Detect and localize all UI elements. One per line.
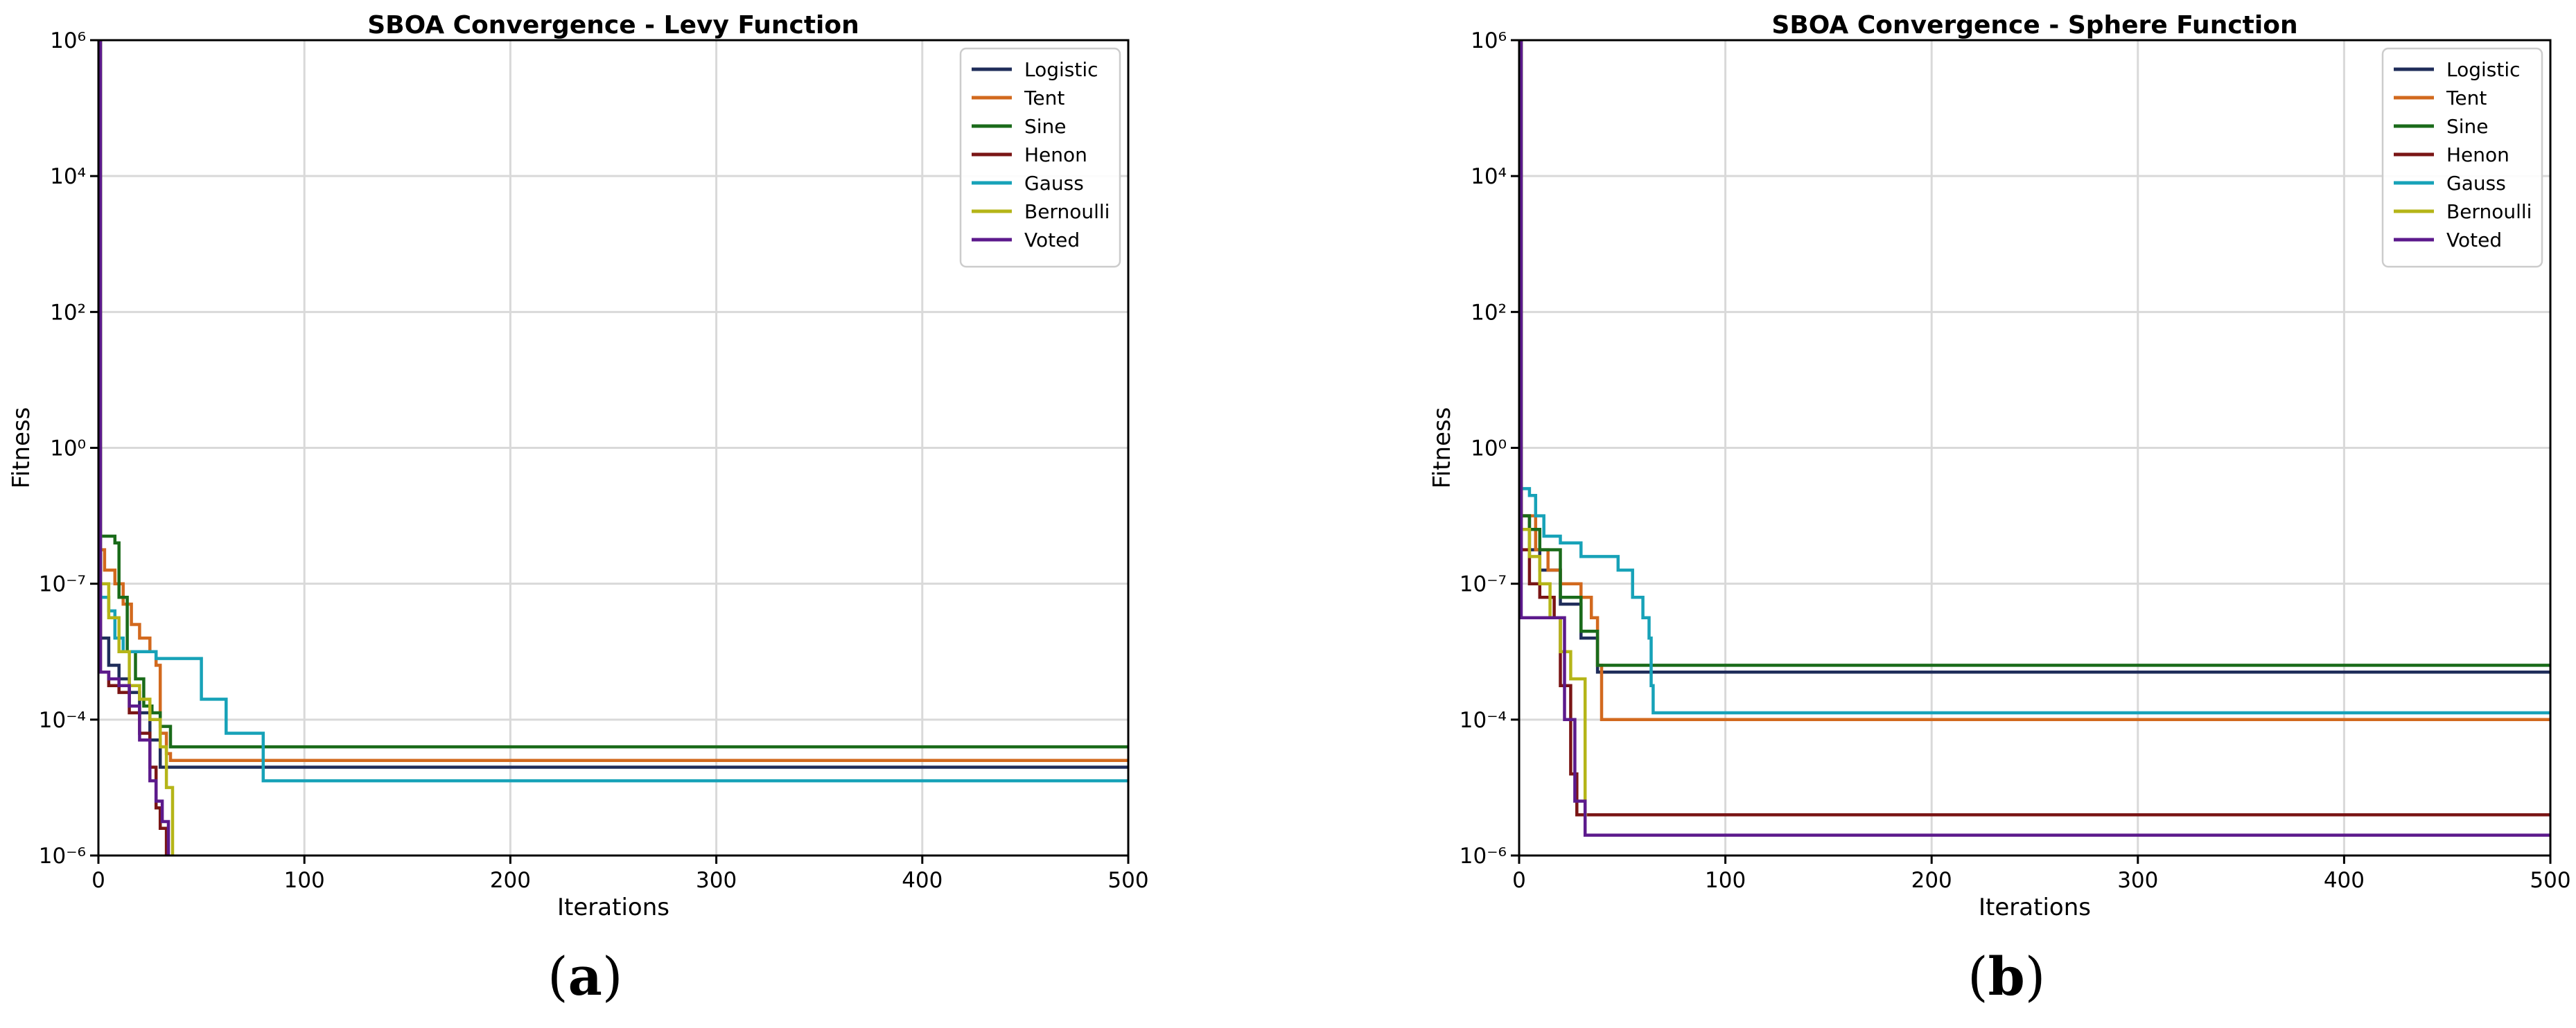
x-tick-label: 100 — [284, 868, 325, 893]
y-tick-label: 10² — [1471, 300, 1507, 325]
legend-entry-gauss: Gauss — [2446, 172, 2506, 195]
x-axis-label: Iterations — [1979, 894, 2091, 921]
x-tick-label: 400 — [902, 868, 943, 893]
y-tick-label: 10⁻⁷ — [1460, 572, 1507, 597]
y-tick-label: 10⁰ — [50, 436, 86, 461]
legend-entry-bernoulli: Bernoulli — [1024, 200, 1110, 223]
chart-title: SBOA Convergence - Sphere Function — [1771, 11, 2297, 39]
series-group — [98, 40, 1128, 856]
y-tick-label: 10² — [50, 300, 86, 325]
series-line-bernoulli — [1519, 40, 1588, 817]
legend-entry-sine: Sine — [2446, 115, 2489, 138]
y-tick-label: 10⁻⁴ — [39, 708, 86, 733]
chart-panel-b: SBOA Convergence - Sphere Function 0 100 20… — [1288, 0, 2576, 1025]
x-tick-label: 400 — [2324, 868, 2365, 893]
series-line-bernoulli — [98, 40, 175, 856]
y-tick-label: 10⁻⁶ — [1460, 844, 1507, 869]
y-tick-label: 10⁴ — [1471, 164, 1507, 189]
chart-b-svg: SBOA Convergence - Sphere Function 0 100 20… — [1428, 11, 2571, 921]
legend-entry-henon: Henon — [1024, 143, 1087, 166]
legend-entry-voted: Voted — [1024, 229, 1080, 251]
series-group — [1519, 40, 2550, 837]
x-tick-label: 500 — [1107, 868, 1148, 893]
chart-a-svg: SBOA Convergence - Levy Function 0 100 200 3… — [8, 11, 1149, 921]
y-tick-label: 10⁶ — [1471, 28, 1507, 53]
legend-entry-henon: Henon — [2446, 143, 2509, 166]
legend: Logistic Tent Sine Henon Gauss Bernoulli Voted — [959, 47, 1121, 268]
x-tick-label: 500 — [2530, 868, 2570, 893]
chart-title: SBOA Convergence - Levy Function — [367, 11, 859, 39]
y-tick-label: 10⁴ — [50, 164, 86, 189]
y-tick-label: 10⁻⁷ — [39, 572, 86, 597]
y-tick-label: 10⁶ — [50, 28, 86, 53]
x-tick-label: 300 — [2117, 868, 2158, 893]
series-line-tent — [98, 548, 1128, 762]
legend: Logistic Tent Sine Henon Gauss Bernoulli Voted — [2381, 47, 2543, 268]
x-tick-label: 300 — [696, 868, 737, 893]
legend-entry-tent: Tent — [1024, 87, 1064, 109]
series-line-gauss — [1519, 40, 2550, 715]
x-tick-label: 200 — [1911, 868, 1952, 893]
legend-entry-sine: Sine — [1024, 115, 1067, 138]
series-line-voted — [98, 40, 170, 856]
x-axis-label: Iterations — [557, 894, 669, 921]
y-axis-label: Fitness — [8, 407, 35, 489]
legend-entry-logistic: Logistic — [2446, 58, 2521, 81]
x-tick-label: 0 — [1512, 868, 1526, 893]
x-tick-label: 0 — [91, 868, 105, 893]
y-tick-label: 10⁰ — [1471, 436, 1507, 461]
legend-entry-logistic: Logistic — [1024, 58, 1098, 81]
x-tick-label: 200 — [490, 868, 531, 893]
y-tick-label: 10⁻⁶ — [39, 844, 86, 869]
y-axis-label: Fitness — [1428, 407, 1456, 489]
legend-entry-bernoulli: Bernoulli — [2446, 200, 2532, 223]
chart-panel-a: SBOA Convergence - Levy Function 0 100 200 3… — [0, 0, 1288, 1025]
legend-entry-gauss: Gauss — [1024, 172, 1084, 195]
legend-entry-tent: Tent — [2446, 87, 2487, 109]
y-tick-label: 10⁻⁴ — [1460, 708, 1507, 733]
panel-label-a: (a) — [547, 946, 623, 1007]
legend-entry-voted: Voted — [2446, 229, 2502, 251]
panel-label-b: (b) — [1968, 946, 2046, 1007]
x-tick-label: 100 — [1705, 868, 1746, 893]
series-line-voted — [1519, 40, 2550, 837]
